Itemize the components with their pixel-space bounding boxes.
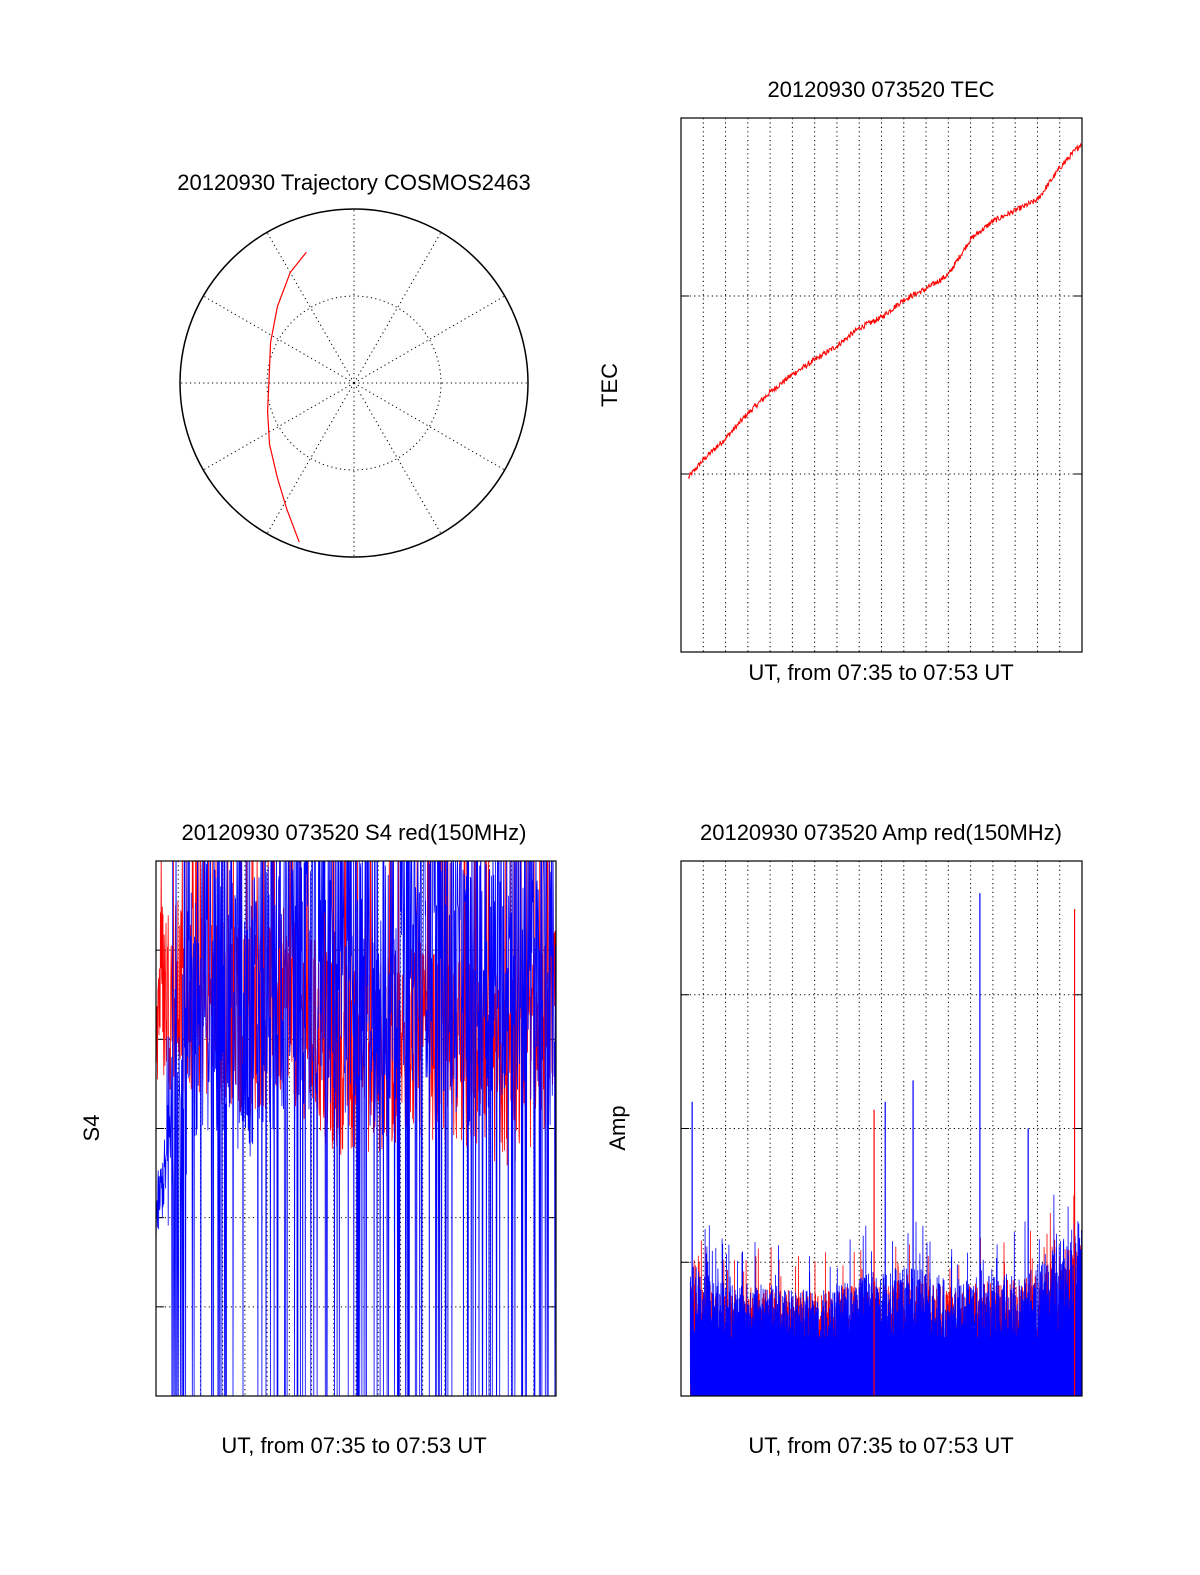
polar-spoke	[266, 232, 355, 384]
s4-blue-series	[156, 861, 556, 1396]
trajectory-path	[266, 251, 307, 543]
polar-spoke	[266, 382, 355, 534]
plot-frame	[155, 860, 557, 1397]
amp-plot: 20120930 073520 Amp red(150MHz) UT, from…	[605, 820, 1083, 1458]
s4-x-axis-label: UT, from 07:35 to 07:53 UT	[221, 1433, 486, 1458]
s4-y-axis-label: S4	[79, 1115, 104, 1142]
tec-plot: 20120930 073520 TEC UT, from 07:35 to 07…	[597, 77, 1083, 685]
polar-title: 20120930 Trajectory COSMOS2463	[177, 170, 530, 195]
trajectory-polar-plot: 20120930 Trajectory COSMOS2463	[177, 170, 531, 558]
s4-plot: 20120930 073520 S4 red(150MHz) UT, from …	[79, 820, 557, 1458]
tec-y-axis-label: TEC	[597, 363, 622, 407]
plot-frame	[680, 117, 1083, 653]
polar-radial-ring	[266, 295, 442, 471]
amp-title: 20120930 073520 Amp red(150MHz)	[700, 820, 1062, 845]
amp-traces	[689, 893, 1082, 1396]
s4-traces	[156, 861, 556, 1396]
s4-plot-area	[155, 860, 557, 1397]
polar-outer-ring	[179, 208, 529, 558]
polar-grid	[179, 208, 529, 558]
tec-plot-area	[680, 117, 1083, 653]
polar-spoke	[353, 295, 505, 384]
tec-x-axis-label: UT, from 07:35 to 07:53 UT	[748, 660, 1013, 685]
amp-y-axis-label: Amp	[605, 1105, 630, 1150]
polar-spoke	[353, 382, 505, 471]
tec-series-line	[687, 142, 1082, 480]
amp-x-axis-label: UT, from 07:35 to 07:53 UT	[748, 1433, 1013, 1458]
trajectory-line	[266, 251, 307, 543]
polar-spoke	[203, 382, 355, 471]
polar-spoke	[353, 232, 442, 384]
tec-title: 20120930 073520 TEC	[767, 77, 994, 102]
plot-frame	[680, 860, 1083, 1397]
s4-title: 20120930 073520 S4 red(150MHz)	[182, 820, 527, 845]
polar-spoke	[203, 295, 355, 384]
polar-spoke	[353, 382, 442, 534]
amp-dense-band	[690, 1337, 1082, 1396]
amp-plot-area	[680, 860, 1083, 1397]
